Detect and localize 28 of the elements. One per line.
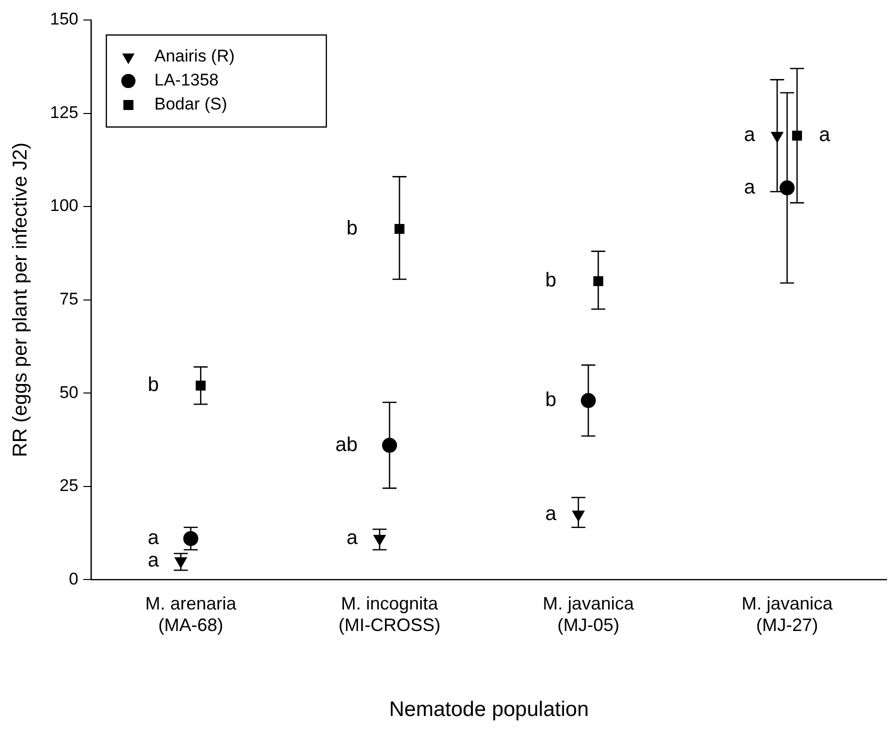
x-tick-label: M. arenaria (MA-68) — [145, 593, 238, 635]
annotation: a — [744, 124, 756, 146]
annotation: b — [148, 374, 159, 396]
annotation: b — [545, 389, 556, 412]
legend-label: Anairis (R) — [154, 46, 235, 66]
y-tick-label: 75 — [59, 289, 78, 308]
annotation: a — [819, 124, 832, 146]
annotation: b — [346, 217, 358, 240]
y-axis-title: RR (eggs per plant per infective J2) — [10, 142, 32, 458]
annotation: a — [545, 502, 558, 525]
annotation: b — [545, 270, 556, 292]
annotation: a — [744, 176, 756, 198]
x-tick-label: M. javanica (MJ-05) — [542, 593, 635, 635]
annotation: a — [148, 527, 160, 550]
y-tick-label: 125 — [50, 102, 78, 122]
y-tick-label: 25 — [59, 476, 78, 496]
legend-label: LA-1358 — [154, 70, 219, 90]
y-tick-label: 50 — [59, 382, 78, 402]
legend-label: Bodar (S) — [154, 94, 228, 114]
y-tick-label: 100 — [50, 196, 78, 216]
y-tick-label: 150 — [50, 10, 78, 29]
y-tick-label: 0 — [68, 569, 78, 588]
x-tick-label: M. incognita (MI-CROSS) — [338, 593, 441, 635]
annotation: a — [346, 527, 358, 550]
annotation: ab — [335, 434, 358, 456]
annotation: a — [148, 549, 160, 572]
x-axis-title: Nematode population — [389, 698, 589, 722]
x-tick-label: M. javanica (MJ-27) — [742, 593, 834, 635]
